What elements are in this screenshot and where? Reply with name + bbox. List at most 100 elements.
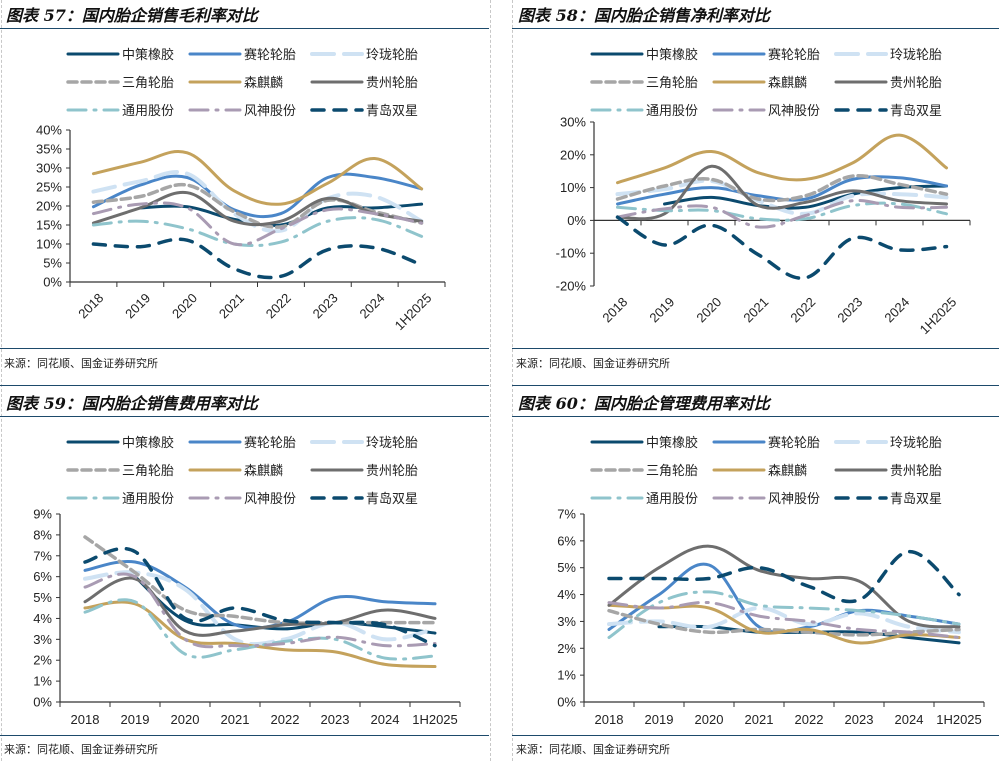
y-tick-label: 20% (36, 199, 62, 214)
y-tick-label: 0% (43, 275, 62, 290)
panel-fig60: 图表 60：国内胎企管理费用率对比 中策橡胶 赛轮轮胎 玲珑轮胎三角轮胎 森麒麟 贵州轮… (512, 380, 999, 761)
legend-label: 风神股份 (768, 104, 820, 119)
series-line-贵州轮胎 (83, 576, 437, 637)
x-tick-label: 2019 (121, 712, 150, 727)
series-line-三角轮胎 (615, 173, 949, 203)
legend-label: 中策橡胶 (122, 435, 174, 451)
source-topline (0, 348, 489, 349)
legend-label: 青岛双星 (366, 103, 418, 119)
title-topline (0, 385, 489, 386)
legend-item: 贵州轮胎 (834, 76, 942, 91)
legend-label: 贵州轮胎 (890, 76, 942, 91)
series-line-玲珑轮胎 (83, 570, 437, 647)
x-tick-label: 2020 (693, 294, 724, 325)
legend-item: 贵州轮胎 (310, 76, 418, 91)
y-tick-label: 15% (36, 218, 62, 233)
chart-title: 图表 59：国内胎企销售费用率对比 (6, 394, 258, 413)
legend-item: 赛轮轮胎 (712, 47, 820, 63)
y-tick-label: 30% (36, 161, 62, 176)
x-tick-label: 2023 (321, 712, 350, 727)
legend-label: 中策橡胶 (646, 435, 698, 451)
source-note: 来源：同花顺、国金证券研究所 (4, 357, 158, 370)
series-line-中策橡胶 (133, 575, 437, 635)
legend-label: 三角轮胎 (122, 76, 174, 91)
y-tick-label: 3% (557, 614, 576, 629)
y-tick-label: 1% (557, 668, 576, 683)
legend-item: 赛轮轮胎 (188, 435, 296, 451)
legend-label: 森麒麟 (768, 463, 807, 479)
y-tick-label: 30% (560, 115, 586, 130)
source-topline (512, 735, 999, 736)
legend-item: 中策橡胶 (590, 47, 698, 63)
y-tick-label: 10% (560, 180, 586, 195)
legend-item: 风神股份 (712, 104, 820, 119)
left-edge-separator (1, 0, 2, 761)
y-tick-label: 0% (567, 213, 586, 228)
x-tick-label: 2021 (216, 290, 247, 321)
legend-label: 贵州轮胎 (366, 76, 418, 91)
series-line-风神股份 (616, 199, 948, 229)
title-topline (512, 385, 999, 386)
x-tick-label: 2019 (645, 712, 674, 727)
y-tick-label: -10% (556, 246, 587, 261)
y-tick-label: 3% (33, 632, 52, 647)
x-tick-label: 1H2025 (392, 290, 435, 333)
legend-label: 风神股份 (244, 492, 296, 507)
y-tick-label: 4% (557, 587, 576, 602)
title-underline (512, 28, 999, 29)
series-line-青岛双星 (91, 237, 424, 280)
x-tick-label: 2018 (75, 290, 106, 321)
series-group (83, 535, 437, 668)
x-tick-label: 1H2025 (412, 712, 458, 727)
chart-title: 图表 60：国内胎企管理费用率对比 (518, 394, 770, 413)
x-tick-label: 2022 (795, 712, 824, 727)
x-tick-label: 2021 (221, 712, 250, 727)
legend-item: 中策橡胶 (66, 435, 174, 451)
x-tick-label: 2024 (881, 294, 912, 325)
x-tick-label: 2020 (695, 712, 724, 727)
panel-fig59: 图表 59：国内胎企销售费用率对比 中策橡胶 赛轮轮胎 玲珑轮胎 三角轮胎 森麒麟 贵州轮… (0, 380, 499, 761)
series-line-三角轮胎 (91, 182, 424, 229)
y-tick-label: 25% (36, 180, 62, 195)
x-tick-label: 1H2025 (936, 712, 982, 727)
legend-label: 青岛双星 (890, 103, 942, 119)
title-underline (0, 416, 489, 417)
y-tick-label: 10% (36, 237, 62, 252)
source-topline (0, 735, 489, 736)
legend-item: 三角轮胎 (590, 464, 698, 479)
y-tick-label: 4% (33, 611, 52, 626)
y-tick-label: 8% (33, 527, 52, 542)
y-tick-label: 9% (33, 507, 52, 522)
x-tick-label: 2020 (171, 712, 200, 727)
legend-item: 三角轮胎 (66, 76, 174, 91)
legend-item: 赛轮轮胎 (188, 47, 296, 63)
x-tick-label: 2024 (357, 290, 388, 321)
legend-label: 风神股份 (768, 492, 820, 507)
legend-item: 风神股份 (188, 104, 296, 119)
legend-label: 青岛双星 (366, 491, 418, 507)
series-line-风神股份 (83, 572, 437, 649)
series-line-森麒麟 (91, 150, 424, 206)
legend-label: 三角轮胎 (122, 464, 174, 479)
y-tick-label: 40% (36, 123, 62, 138)
title-underline (512, 416, 999, 417)
panel-fig57: 图表 57：国内胎企销售毛利率对比 中策橡胶 赛轮轮胎 玲珑轮胎 三角轮胎 森麒麟 贵州轮… (0, 0, 499, 380)
legend-label: 森麒麟 (244, 75, 283, 91)
y-tick-label: 20% (560, 147, 586, 162)
legend-label: 贵州轮胎 (890, 464, 942, 479)
legend-label: 赛轮轮胎 (768, 435, 820, 451)
legend-item: 玲珑轮胎 (834, 436, 942, 451)
legend-item: 玲珑轮胎 (310, 436, 418, 451)
x-tick-label: 2020 (169, 290, 200, 321)
legend-item: 青岛双星 (310, 103, 418, 119)
y-tick-label: 0% (33, 695, 52, 710)
y-tick-label: 6% (557, 533, 576, 548)
series-line-中策橡胶 (138, 202, 424, 227)
x-tick-label: 2024 (895, 712, 924, 727)
legend-label: 通用股份 (122, 104, 174, 119)
